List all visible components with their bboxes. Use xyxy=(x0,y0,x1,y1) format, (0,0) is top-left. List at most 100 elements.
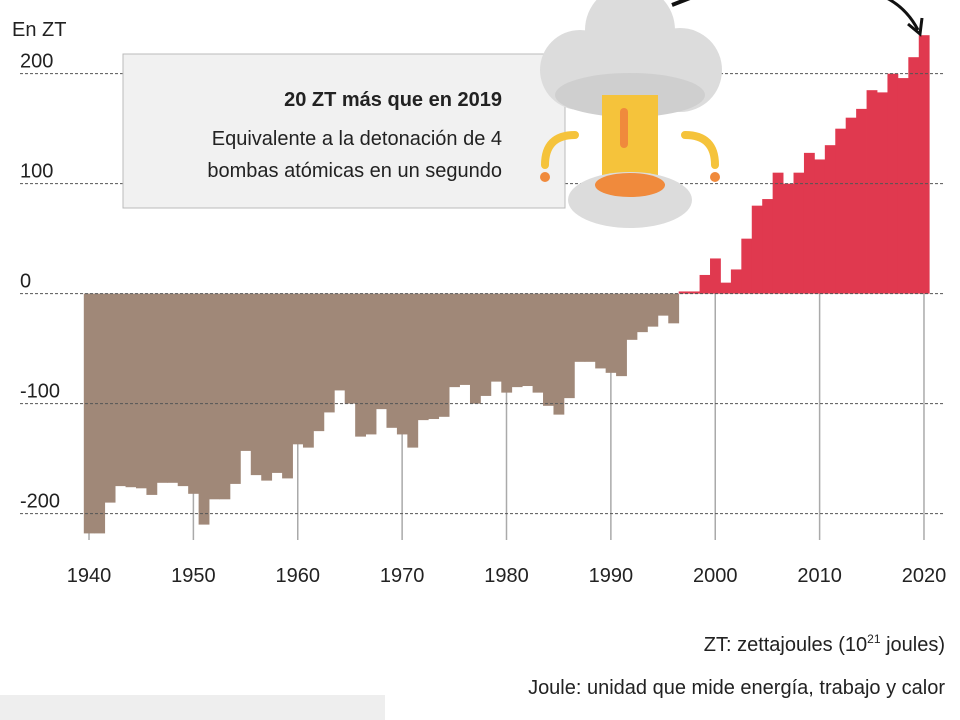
x-tick-label: 2000 xyxy=(693,565,738,587)
bar xyxy=(793,172,805,294)
bar xyxy=(219,293,231,500)
bar xyxy=(271,293,283,473)
bar xyxy=(845,117,857,294)
arrow xyxy=(887,0,920,31)
footer-strip xyxy=(0,695,385,720)
y-tick-label: 200 xyxy=(20,51,53,73)
bar xyxy=(125,293,137,488)
bar xyxy=(803,152,815,294)
annotation-line: bombas atómicas en un segundo xyxy=(207,160,502,182)
bar xyxy=(647,293,659,327)
bar xyxy=(553,293,565,415)
bar xyxy=(824,145,836,294)
bar xyxy=(438,293,450,417)
bar xyxy=(668,293,680,324)
bar xyxy=(908,57,920,294)
bar xyxy=(918,35,930,294)
bar xyxy=(856,108,867,294)
bar xyxy=(490,293,502,382)
bar xyxy=(167,293,179,483)
bar xyxy=(877,92,888,294)
bar xyxy=(584,293,596,362)
arrow xyxy=(671,0,691,7)
bar xyxy=(449,293,460,388)
bar xyxy=(428,293,440,420)
bar xyxy=(751,205,763,294)
bar xyxy=(365,293,377,435)
y-tick-label: 100 xyxy=(20,161,53,183)
bar xyxy=(605,293,617,373)
bar xyxy=(741,238,753,294)
bar xyxy=(177,293,189,487)
bar xyxy=(94,293,106,534)
bar xyxy=(198,293,210,525)
bar xyxy=(209,293,220,500)
bar xyxy=(511,293,523,388)
bar xyxy=(376,293,387,410)
x-tick-label: 1960 xyxy=(276,565,321,587)
annotation-line: Equivalente a la detonación de 4 xyxy=(212,128,502,150)
annotation-box xyxy=(122,53,566,209)
bar xyxy=(835,128,847,294)
bar xyxy=(282,293,293,479)
x-tick-label: 1950 xyxy=(171,565,216,587)
bar xyxy=(313,293,325,432)
bar xyxy=(543,293,554,406)
bar xyxy=(407,293,419,448)
bar xyxy=(229,293,241,484)
x-tick-label: 1990 xyxy=(589,565,634,587)
bar xyxy=(814,159,826,294)
bar xyxy=(104,293,116,503)
bar xyxy=(261,293,273,481)
bar xyxy=(636,293,648,333)
bar xyxy=(240,293,252,451)
x-tick-label: 1940 xyxy=(67,565,112,587)
bar xyxy=(710,258,721,294)
bar xyxy=(532,293,544,393)
bar xyxy=(772,172,784,294)
y-axis-label: En ZT xyxy=(12,19,66,41)
bar xyxy=(146,293,158,495)
bar xyxy=(866,90,878,294)
bar xyxy=(344,293,356,404)
bar xyxy=(334,293,346,391)
bar xyxy=(616,293,627,377)
bar xyxy=(626,293,638,340)
x-tick-label: 1980 xyxy=(484,565,529,587)
bar xyxy=(563,293,575,399)
bar xyxy=(302,293,314,448)
bar xyxy=(250,293,262,476)
bar xyxy=(574,293,586,362)
y-tick-label: 0 xyxy=(20,271,31,293)
y-tick-label: -100 xyxy=(20,381,60,403)
annotation-title: 20 ZT más que en 2019 xyxy=(284,89,502,111)
arrow-head xyxy=(907,17,924,37)
bars xyxy=(83,35,930,534)
bar xyxy=(156,293,168,483)
bar xyxy=(417,293,429,421)
bar xyxy=(501,293,513,393)
bomb-icon xyxy=(540,0,722,228)
bar xyxy=(115,293,126,487)
bar xyxy=(730,269,742,294)
bar xyxy=(720,282,732,294)
bar xyxy=(897,78,909,294)
x-tick-label: 2010 xyxy=(797,565,842,587)
bar xyxy=(657,293,669,316)
bar xyxy=(595,293,607,369)
bar xyxy=(323,293,335,413)
bar xyxy=(699,274,711,294)
bar xyxy=(396,293,408,435)
bar xyxy=(459,293,471,385)
note: ZT: zettajoules (1021 joules) xyxy=(704,632,945,656)
y-tick-label: -200 xyxy=(20,491,60,513)
note: Joule: unidad que mide energía, trabajo … xyxy=(528,677,945,699)
bar xyxy=(135,293,147,489)
bar xyxy=(480,293,492,396)
bar xyxy=(292,293,304,445)
bar xyxy=(762,199,774,294)
bar xyxy=(188,293,200,494)
bar xyxy=(522,293,533,387)
over-layer: 1940 1950 1960 1970 1980 1990 2000 2010 2020-200… xyxy=(20,51,946,587)
